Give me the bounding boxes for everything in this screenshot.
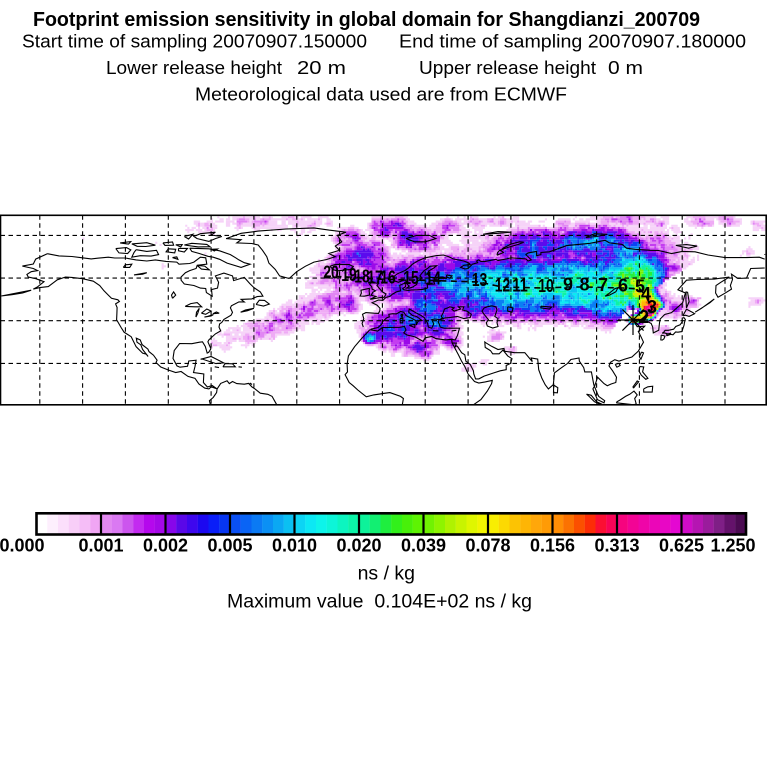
svg-text:0.002: 0.002 bbox=[143, 536, 188, 556]
svg-text:0.000: 0.000 bbox=[0, 536, 45, 556]
svg-text:0.039: 0.039 bbox=[401, 536, 446, 556]
svg-text:19: 19 bbox=[341, 265, 357, 285]
svg-text:0 m: 0 m bbox=[608, 58, 643, 78]
svg-text:ns / kg: ns / kg bbox=[358, 564, 415, 585]
svg-text:Lower release height: Lower release height bbox=[106, 58, 282, 78]
svg-text:Upper release height: Upper release height bbox=[419, 58, 596, 78]
svg-text:8: 8 bbox=[579, 275, 589, 295]
svg-text:2: 2 bbox=[639, 307, 649, 327]
svg-text:6: 6 bbox=[618, 276, 628, 296]
svg-text:0.005: 0.005 bbox=[207, 536, 252, 556]
svg-text:12: 12 bbox=[495, 275, 511, 295]
svg-text:0.001: 0.001 bbox=[78, 536, 123, 556]
svg-text:15: 15 bbox=[403, 268, 419, 288]
svg-text:Maximum value 0.104E+02 ns /: Maximum value 0.104E+02 ns / kg bbox=[227, 592, 532, 613]
svg-text:End time of sampling 20070907.: End time of sampling 20070907.180000 bbox=[399, 32, 746, 52]
svg-text:0.078: 0.078 bbox=[465, 536, 510, 556]
svg-text:1.250: 1.250 bbox=[710, 536, 755, 556]
svg-text:18: 18 bbox=[354, 267, 370, 287]
svg-text:7: 7 bbox=[598, 275, 608, 295]
svg-text:20: 20 bbox=[323, 262, 339, 282]
svg-text:Footprint emission sensitivity: Footprint emission sensitivity in global… bbox=[33, 9, 700, 31]
svg-text:13: 13 bbox=[472, 270, 488, 290]
svg-text:4: 4 bbox=[641, 284, 651, 304]
svg-text:9: 9 bbox=[563, 275, 573, 295]
svg-text:0.313: 0.313 bbox=[594, 536, 639, 556]
svg-text:0.020: 0.020 bbox=[336, 536, 381, 556]
svg-text:Start time of sampling 2007090: Start time of sampling 20070907.150000 bbox=[22, 32, 367, 52]
svg-text:Meteorological data used are f: Meteorological data used are from ECMWF bbox=[195, 84, 567, 104]
svg-text:10: 10 bbox=[538, 276, 554, 296]
svg-text:11: 11 bbox=[512, 275, 528, 295]
svg-text:0.010: 0.010 bbox=[272, 536, 317, 556]
svg-text:5: 5 bbox=[635, 277, 645, 297]
svg-text:17: 17 bbox=[367, 268, 383, 288]
svg-text:0.156: 0.156 bbox=[530, 536, 575, 556]
svg-text:0.625: 0.625 bbox=[659, 536, 704, 556]
svg-text:3: 3 bbox=[647, 297, 657, 317]
svg-text:14: 14 bbox=[425, 269, 441, 289]
svg-text:20 m: 20 m bbox=[297, 58, 346, 78]
svg-text:16: 16 bbox=[380, 268, 396, 288]
